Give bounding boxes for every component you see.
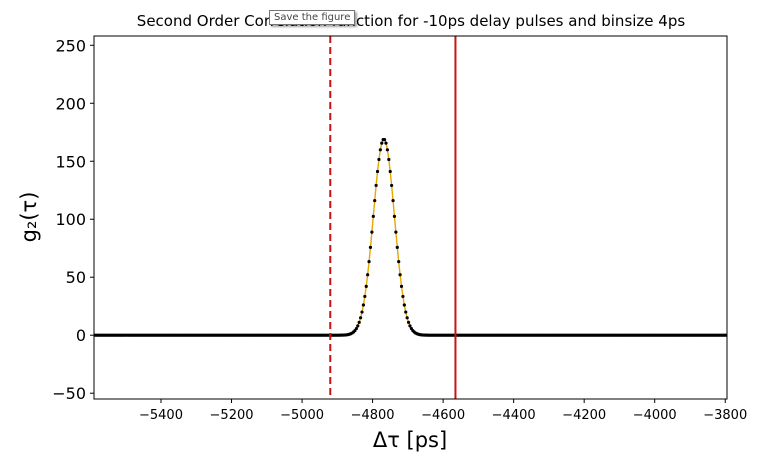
plot-area — [94, 36, 727, 399]
data-point — [390, 183, 394, 188]
data-point — [375, 169, 380, 174]
x-tick-label: −3800 — [703, 408, 747, 423]
y-tick-label: −50 — [52, 384, 86, 403]
data-point — [402, 303, 406, 307]
data-point — [388, 169, 392, 174]
x-tick-label: −4400 — [492, 408, 536, 423]
data-point — [399, 284, 404, 288]
data-point — [406, 320, 411, 324]
data-point — [380, 141, 384, 145]
data-point — [385, 148, 389, 152]
data-point — [382, 138, 387, 142]
x-tick-label: −4600 — [421, 408, 465, 423]
data-point — [359, 316, 363, 320]
data-point — [360, 310, 364, 314]
data-point — [361, 303, 366, 307]
data-point — [357, 320, 361, 324]
data-point — [373, 198, 377, 203]
data-point — [395, 245, 399, 249]
data-point — [398, 273, 402, 277]
data-point — [408, 324, 412, 328]
data-point — [397, 260, 401, 264]
data-point — [387, 157, 391, 162]
data-point — [401, 294, 405, 299]
chart-title: Second Order Correlation function for -1… — [137, 12, 686, 30]
data-point — [374, 183, 378, 188]
data-point — [367, 260, 371, 264]
y-tick-label: 0 — [76, 326, 86, 345]
data-point — [384, 141, 388, 145]
x-tick-label: −5400 — [139, 408, 183, 423]
data-point — [354, 326, 358, 331]
data-point — [364, 284, 368, 288]
data-point — [405, 316, 409, 320]
data-point — [366, 273, 370, 277]
data-point — [392, 214, 397, 218]
x-tick-label: −5200 — [210, 408, 254, 423]
data-point — [724, 333, 727, 337]
data-point — [391, 198, 395, 203]
x-tick-label: −5000 — [280, 408, 324, 423]
y-tick-label: 250 — [55, 36, 86, 55]
data-point — [377, 157, 381, 162]
x-tick-label: −4200 — [562, 408, 606, 423]
x-axis-label: Δτ [ps] — [373, 428, 447, 452]
data-point — [368, 245, 373, 249]
x-tick-label: −4800 — [351, 408, 395, 423]
plot-frame — [93, 35, 728, 400]
y-tick-label: 200 — [55, 94, 86, 113]
data-point — [404, 310, 408, 314]
y-tick-label: 150 — [55, 152, 86, 171]
fit-line — [94, 138, 726, 336]
save-figure-tooltip: Save the figure — [269, 10, 356, 25]
x-tick-label: −4000 — [633, 408, 677, 423]
y-tick-label: 100 — [55, 210, 86, 229]
data-point — [394, 230, 398, 234]
data-point — [356, 324, 360, 328]
data-point — [363, 294, 367, 299]
data-point — [371, 214, 375, 218]
y-axis-label: g₂(τ) — [17, 192, 41, 243]
data-point — [370, 230, 374, 234]
data-point — [378, 148, 382, 152]
y-tick-label: 50 — [66, 268, 86, 287]
